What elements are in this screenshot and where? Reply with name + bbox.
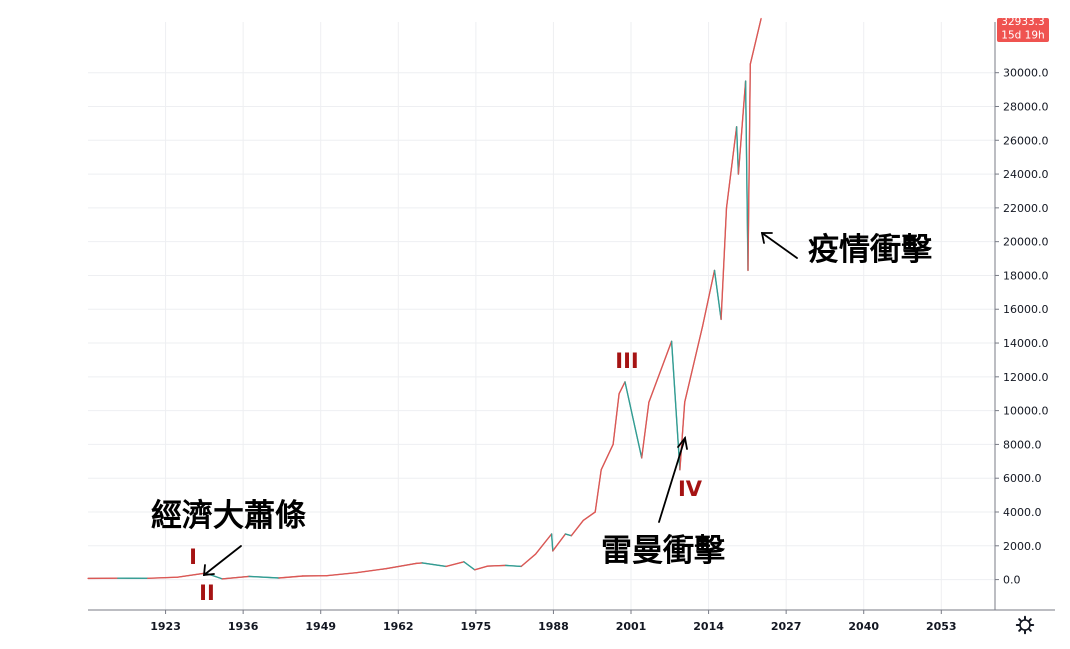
settings-gear-icon[interactable] [1015, 615, 1035, 635]
wave-label-2: II [199, 581, 215, 605]
price-segment [505, 564, 522, 568]
annotation-great-depression: 經濟大蕭條 [151, 498, 306, 534]
x-tick-label: 2014 [693, 620, 724, 633]
price-segment [552, 533, 567, 552]
price-segment [737, 80, 747, 175]
price-segment [612, 393, 620, 446]
price-segment [744, 80, 749, 272]
annotation-pandemic-shock: 疫情衝擊 [808, 232, 933, 268]
price-segment [701, 269, 716, 327]
arrow-depression [202, 545, 242, 577]
price-segment [520, 553, 537, 568]
price-segment [747, 63, 751, 272]
arrow-pandemic [760, 232, 798, 259]
price-segment [570, 519, 584, 537]
price-segment [355, 567, 388, 574]
price-segment [641, 401, 650, 459]
last-price-value: 32933.3 [1001, 16, 1044, 28]
price-segment [421, 562, 447, 568]
price-segment [487, 564, 507, 567]
y-tick-label: 8000.0 [1003, 438, 1042, 451]
last-price-badge: 32933.3 15d 19h [997, 16, 1049, 42]
arrow-lehman [658, 435, 688, 523]
price-segment [463, 561, 476, 571]
price-segment [600, 443, 614, 471]
last-price-badge-bg [997, 18, 1049, 42]
x-tick-label: 1962 [383, 620, 414, 633]
y-tick-label: 18000.0 [1003, 269, 1049, 282]
price-segment [713, 269, 722, 321]
price-segment [248, 575, 280, 579]
price-segment [679, 401, 686, 471]
price-segment [648, 340, 673, 403]
x-tick-label: 1923 [150, 620, 181, 633]
wave-label-1: I [189, 545, 197, 569]
price-segment [624, 381, 643, 459]
annotation-arrows [202, 232, 798, 577]
wave-label-4: IV [678, 477, 703, 501]
annotation-lehman-shock: 雷曼衝擊 [601, 533, 726, 569]
price-segment [445, 561, 465, 568]
price-segment [550, 533, 554, 552]
price-segment [474, 565, 489, 571]
y-tick-label: 22000.0 [1003, 202, 1049, 215]
price-segment [326, 572, 358, 577]
price-segment [749, 17, 762, 65]
x-tick-label: 1949 [305, 620, 336, 633]
price-segment [221, 575, 250, 580]
price-segment [720, 207, 728, 321]
time-axis[interactable]: 1923 1936 1949 1962 1975 1988 2001 2014 2027 2040… [150, 610, 957, 633]
price-segment [146, 576, 179, 579]
y-tick-label: 24000.0 [1003, 168, 1049, 181]
price-segment [684, 325, 704, 403]
x-tick-label: 2040 [848, 620, 879, 633]
y-tick-label: 14000.0 [1003, 337, 1049, 350]
y-tick-label: 10000.0 [1003, 405, 1049, 418]
price-segment [415, 562, 423, 565]
x-tick-label: 1988 [538, 620, 569, 633]
price-segment [594, 469, 602, 513]
x-tick-label: 2027 [771, 620, 802, 633]
price-segment [564, 533, 572, 537]
x-tick-label: 1975 [461, 620, 492, 633]
wave-label-3: III [615, 349, 638, 373]
y-tick-label: 30000.0 [1003, 67, 1049, 80]
y-tick-label: 6000.0 [1003, 472, 1042, 485]
y-tick-label: 12000.0 [1003, 371, 1049, 384]
y-tick-label: 26000.0 [1003, 134, 1049, 147]
price-axis[interactable]: 0.0 2000.0 4000.0 6000.0 8000.0 10000.0 12000.… [995, 67, 1049, 587]
price-segment [385, 562, 417, 570]
price-segment [534, 533, 553, 555]
y-tick-label: 20000.0 [1003, 236, 1049, 249]
price-segment [670, 340, 681, 471]
last-price-countdown: 15d 19h [1001, 30, 1044, 42]
y-tick-label: 16000.0 [1003, 303, 1049, 316]
price-segment [582, 511, 596, 522]
x-tick-label: 2001 [616, 620, 647, 633]
price-series [87, 17, 762, 580]
price-segment [735, 126, 740, 175]
y-tick-label: 4000.0 [1003, 506, 1042, 519]
x-tick-label: 1936 [228, 620, 259, 633]
y-tick-label: 28000.0 [1003, 100, 1049, 113]
x-tick-label: 2053 [926, 620, 957, 633]
y-tick-label: 0.0 [1003, 574, 1021, 587]
y-tick-label: 2000.0 [1003, 540, 1042, 553]
price-segment [618, 381, 626, 395]
price-segment [176, 572, 207, 578]
price-segment [278, 575, 304, 579]
price-segment [725, 126, 738, 209]
